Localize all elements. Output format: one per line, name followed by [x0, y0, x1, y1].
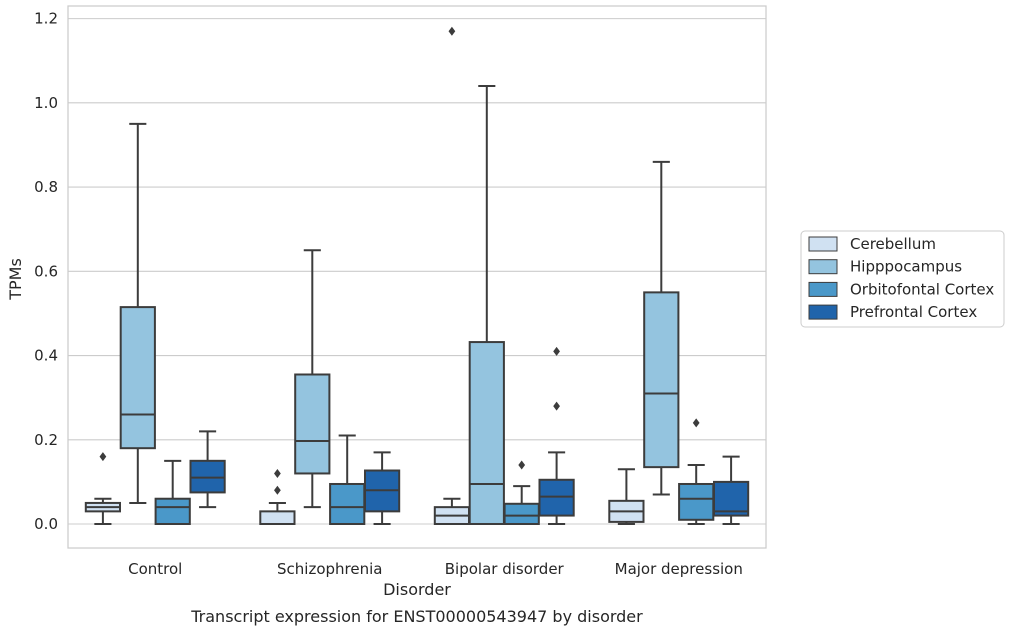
box-schizophrenia-prefrontal-cortex: [363, 451, 401, 525]
box-body: [712, 480, 750, 517]
x-axis-label: Disorder: [383, 580, 451, 599]
legend-label: Prefrontal Cortex: [850, 303, 977, 321]
box-bipolar-disorder-cerebellum: [433, 26, 471, 525]
box-body: [643, 291, 680, 469]
box-control-prefrontal-cortex: [189, 430, 226, 509]
box-bipolar-disorder-orbitofontal-cortex: [503, 460, 540, 525]
box-major-depression-cerebellum: [608, 468, 645, 525]
y-tick-label: 1.0: [34, 94, 58, 112]
legend: Cerebellum Hipppocampus Orbitofontal Corte…: [800, 230, 1005, 328]
y-axis-ticks: 0.0 0.2 0.4 0.6 0.8 1.0 1.2: [34, 10, 58, 533]
box-body: [189, 459, 226, 494]
outlier-point: [274, 468, 281, 478]
box-body: [329, 482, 366, 525]
box-body: [259, 510, 296, 525]
y-tick-label: 0.2: [34, 431, 58, 449]
x-axis-ticks: Control Schizophrenia Bipolar disorder Majo…: [128, 560, 743, 578]
outlier-point: [518, 460, 526, 470]
box-major-depression-orbitofontal-cortex: [678, 418, 715, 525]
outlier-point: [553, 401, 560, 411]
grid-lines: [68, 18, 766, 525]
plot-frame: [67, 5, 767, 549]
legend-swatch: [808, 236, 838, 252]
y-axis-label: TPMs: [6, 258, 25, 301]
box-bipolar-disorder-prefrontal-cortex: [538, 346, 575, 525]
box-major-depression-prefrontal-cortex: [712, 455, 750, 525]
box-schizophrenia-cerebellum: [259, 468, 296, 525]
legend-swatch: [808, 304, 838, 320]
x-tick-label: Bipolar disorder: [445, 560, 565, 578]
boxes: [84, 26, 750, 525]
legend-label: Cerebellum: [850, 235, 936, 253]
chart-caption: Transcript expression for ENST0000054394…: [190, 607, 643, 626]
outlier-point: [448, 26, 456, 36]
box-control-orbitofontal-cortex: [154, 459, 191, 525]
box-schizophrenia-hipppocampus: [294, 249, 331, 509]
y-tick-label: 0.4: [34, 347, 58, 365]
box-body: [538, 478, 575, 517]
box-body: [678, 482, 715, 521]
y-tick-label: 0.8: [34, 178, 58, 196]
x-tick-label: Control: [128, 560, 182, 578]
box-control-hipppocampus: [119, 122, 156, 504]
legend-swatch: [808, 281, 838, 297]
legend-swatch: [808, 259, 838, 275]
legend-label: Orbitofontal Cortex: [850, 280, 994, 298]
x-tick-label: Schizophrenia: [277, 560, 382, 578]
box-bipolar-disorder-hipppocampus: [468, 85, 505, 525]
outlier-point: [274, 485, 281, 495]
outlier-point: [692, 418, 700, 428]
y-tick-label: 0.0: [34, 515, 58, 533]
box-body: [294, 373, 331, 475]
box-body: [503, 502, 540, 525]
box-body: [119, 306, 156, 450]
legend-label: Hipppocampus: [850, 258, 962, 276]
y-tick-label: 0.6: [34, 262, 58, 280]
box-body: [154, 497, 191, 525]
box-schizophrenia-orbitofontal-cortex: [329, 434, 366, 525]
x-tick-label: Major depression: [615, 560, 743, 578]
legend-frame: [800, 230, 1005, 328]
outlier-point: [99, 452, 107, 462]
box-major-depression-hipppocampus: [643, 160, 680, 496]
outlier-point: [553, 346, 560, 356]
box-body: [468, 341, 505, 525]
box-control-cerebellum: [84, 452, 122, 525]
y-tick-label: 1.2: [34, 10, 58, 28]
